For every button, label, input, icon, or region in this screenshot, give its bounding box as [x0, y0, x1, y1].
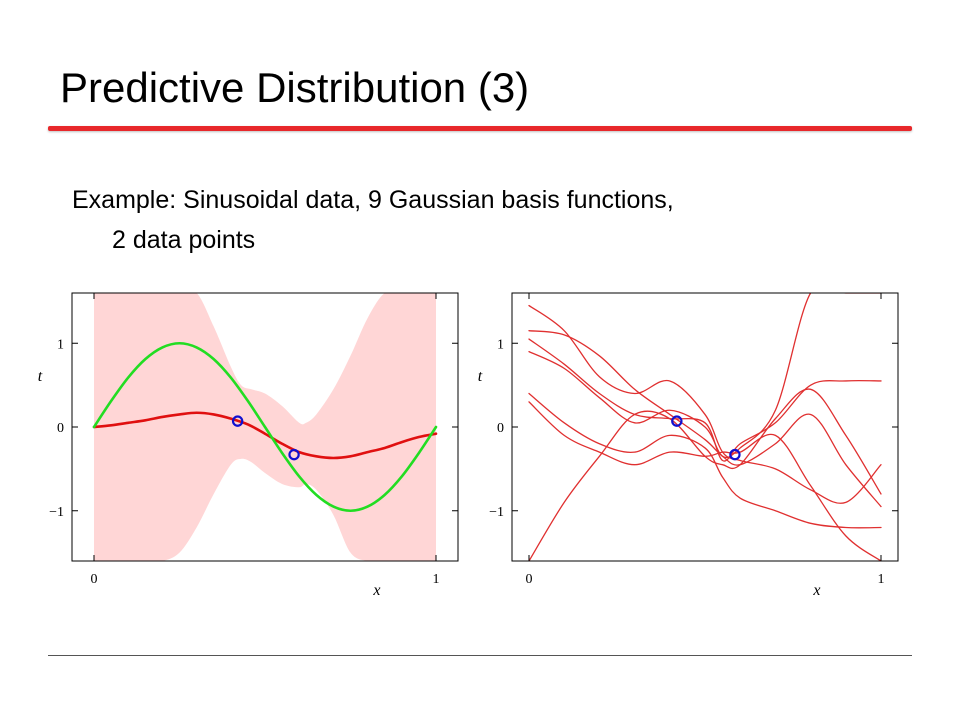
- x-axis-label: x: [812, 582, 820, 599]
- sample-curve-3: [528, 304, 882, 504]
- body-line-2: 2 data points: [112, 226, 256, 254]
- sample-curve-6: [528, 392, 882, 529]
- x-tick-label: 0: [91, 572, 98, 587]
- data-point-2: [288, 448, 300, 461]
- slide-title: Predictive Distribution (3): [60, 64, 530, 111]
- sample-curve-1: [528, 330, 882, 508]
- y-tick-label: −1: [49, 505, 64, 520]
- y-tick-label: −1: [489, 505, 504, 520]
- title-underline: [48, 126, 912, 131]
- sample-curve-2: [528, 338, 882, 462]
- y-tick-label: 0: [57, 421, 64, 436]
- sample-curve-5: [528, 401, 882, 561]
- data-point-1: [231, 415, 244, 427]
- plot-area: [92, 293, 438, 561]
- x-tick-label: 1: [433, 572, 440, 587]
- true-function-line: [92, 341, 438, 513]
- sample-curve-7: [528, 293, 882, 459]
- plot-area: [528, 293, 882, 561]
- body-line-1: Example: Sinusoidal data, 9 Gaussian bas…: [72, 186, 674, 214]
- x-axis-label: x: [372, 582, 380, 599]
- posterior-samples-plot: 1 0 −1 0 1 x t: [478, 292, 899, 599]
- data-point-2: [729, 448, 741, 461]
- y-axis-label: t: [38, 368, 43, 385]
- predictive-mean-line: [92, 411, 438, 460]
- y-tick-label: 0: [497, 421, 504, 436]
- footer-divider: [48, 655, 912, 656]
- x-tick-label: 1: [878, 572, 885, 587]
- y-axis-label: t: [478, 368, 483, 385]
- predictive-distribution-plot: 1 0 −1 0 1 x t: [38, 292, 459, 599]
- x-tick-label: 0: [526, 572, 533, 587]
- y-tick-label: 1: [57, 337, 64, 352]
- data-point-1: [671, 415, 683, 427]
- y-tick-label: 1: [497, 337, 504, 352]
- body-text: Example: Sinusoidal data, 9 Gaussian bas…: [72, 180, 912, 260]
